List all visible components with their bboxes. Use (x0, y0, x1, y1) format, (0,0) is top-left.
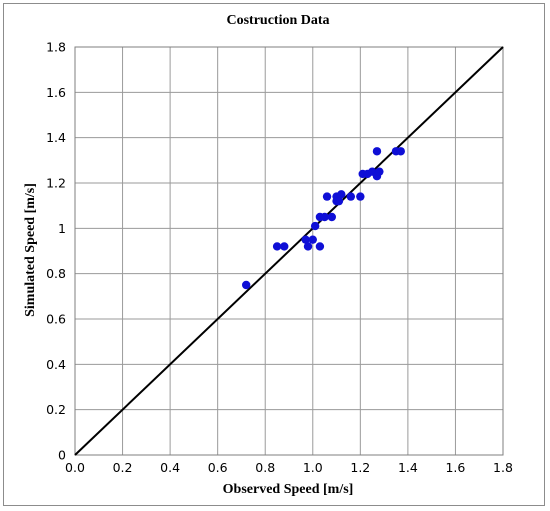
x-tick-label: 1.8 (493, 460, 513, 475)
data-point (327, 212, 336, 222)
y-tick-label: 1.6 (46, 85, 66, 100)
x-tick-label: 0.6 (208, 460, 228, 475)
x-tick-label: 1.0 (303, 460, 323, 475)
data-point (320, 212, 329, 222)
data-point (303, 242, 313, 251)
y-tick-label: 0.8 (46, 266, 66, 281)
plot-area (74, 46, 504, 456)
x-tick-label: 1.2 (350, 460, 370, 475)
data-point (272, 242, 282, 251)
x-axis-ticks: 0.0 0.2 0.4 0.6 0.8 1.0 1.2 1.4 1.6 1.8 (65, 460, 513, 475)
data-point (301, 235, 310, 244)
data-point (356, 192, 365, 201)
data-point (322, 192, 332, 201)
data-point (334, 196, 344, 206)
x-tick-label: 0.2 (113, 460, 133, 475)
x-tick-label: 0.8 (255, 460, 275, 475)
x-tick-label: 1.6 (445, 460, 465, 475)
identity-reference-line (74, 46, 504, 456)
x-tick-label: 1.4 (398, 460, 418, 475)
y-tick-label: 0.4 (46, 357, 66, 372)
data-point (346, 192, 356, 201)
x-tick-label: 0.0 (65, 460, 85, 475)
chart-frame (3, 3, 545, 506)
y-tick-label: 1.2 (46, 176, 66, 191)
data-point (310, 221, 320, 231)
data-point (396, 147, 405, 156)
y-axis-ticks: 0 0.2 0.4 0.6 0.8 1 1.2 1.4 1.6 1.8 (46, 40, 66, 463)
data-point (242, 280, 251, 290)
y-tick-label: 0.2 (46, 402, 66, 417)
y-axis-label: Simulated Speed [m/s] (23, 183, 38, 317)
data-point (315, 242, 325, 251)
data-point (375, 167, 384, 176)
y-tick-label: 0 (58, 448, 66, 463)
data-points (242, 147, 405, 290)
data-point (280, 242, 289, 251)
y-tick-label: 1.8 (46, 40, 66, 55)
chart-title: Costruction Data (226, 13, 329, 28)
data-point (308, 235, 317, 244)
data-point (372, 147, 382, 156)
y-tick-label: 1.4 (46, 130, 66, 145)
y-tick-label: 0.6 (46, 312, 66, 327)
x-axis-label: Observed Speed [m/s] (223, 482, 354, 497)
data-point (337, 190, 346, 199)
y-tick-label: 1 (58, 221, 66, 236)
x-tick-label: 0.4 (160, 460, 180, 475)
